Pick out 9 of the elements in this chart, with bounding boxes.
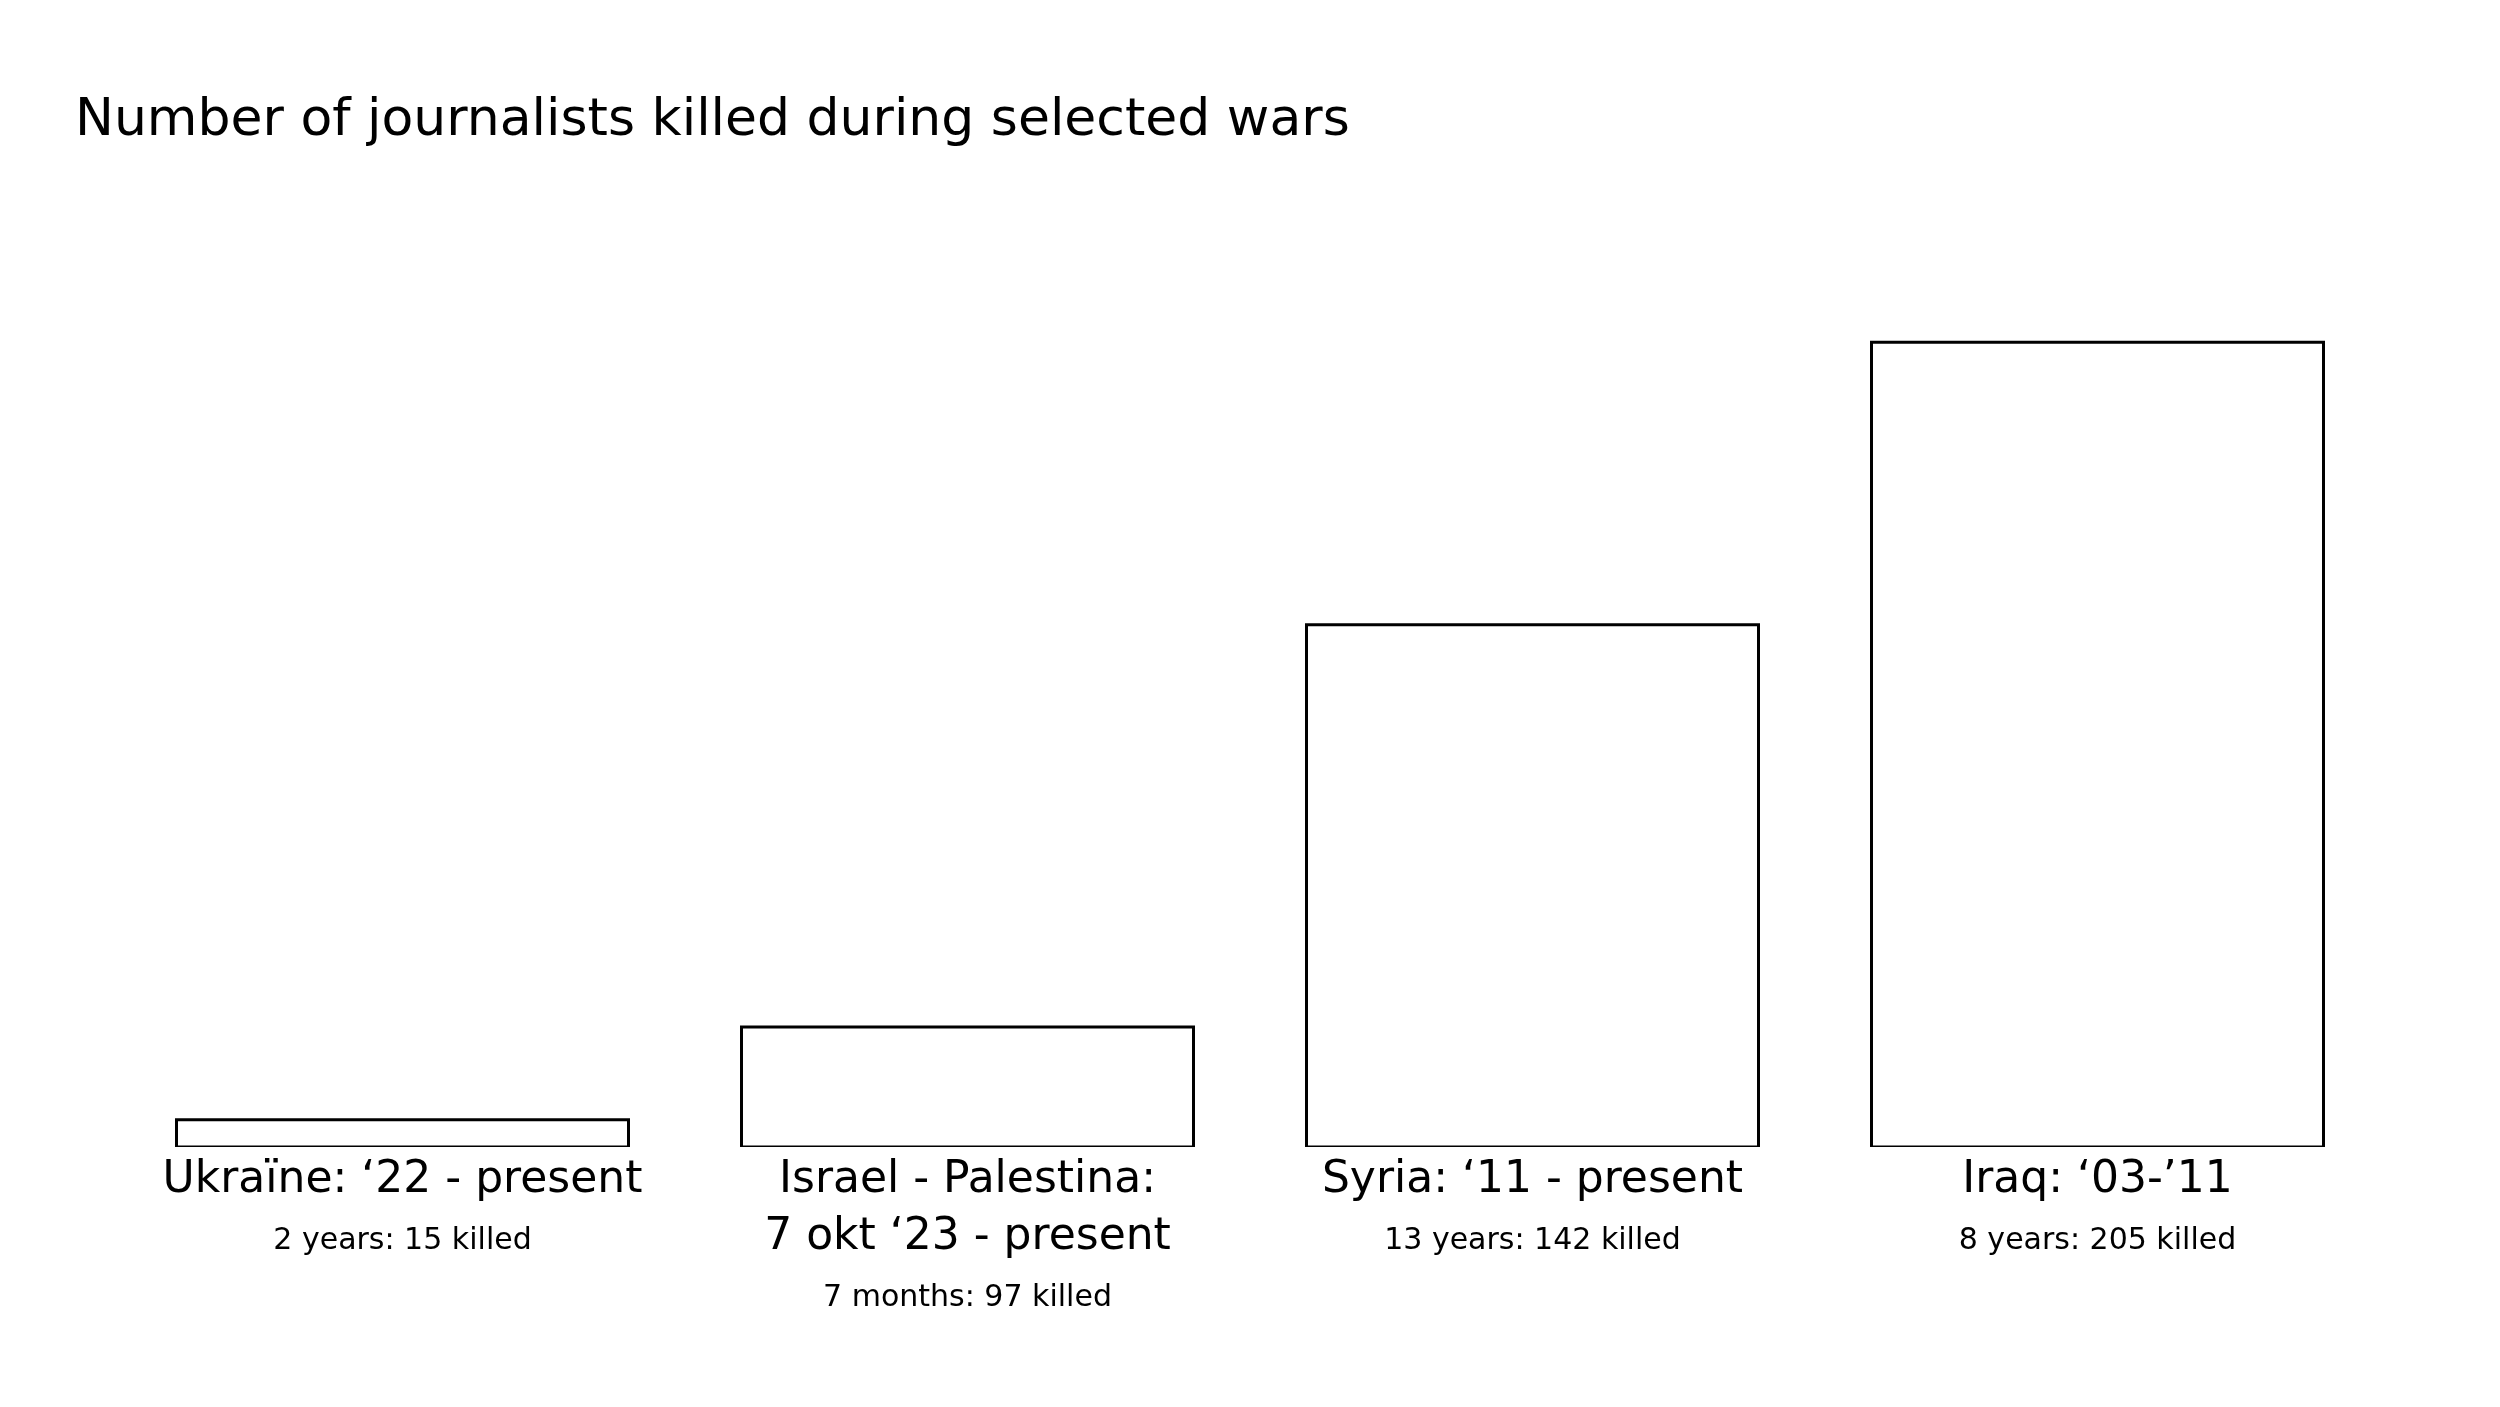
x-tick-label: Iraq: ‘03-’11 8 years: 205 killed xyxy=(1958,1151,2237,1257)
x-tick-label: Ukraïne: ‘22 - present 2 years: 15 killed xyxy=(162,1151,643,1257)
chart-title: Number of journalists killed during selected wars xyxy=(75,86,1350,147)
bar xyxy=(1305,623,1760,1147)
bar xyxy=(175,1118,630,1147)
bar xyxy=(740,1025,1195,1147)
x-tick-label: Israel - Palestina: 7 okt ‘23 - present 7 months: 97 killed xyxy=(764,1151,1171,1314)
bar xyxy=(1870,340,2325,1147)
x-tick-label: Syria: ‘11 - present 13 years: 142 killed xyxy=(1321,1151,1744,1257)
